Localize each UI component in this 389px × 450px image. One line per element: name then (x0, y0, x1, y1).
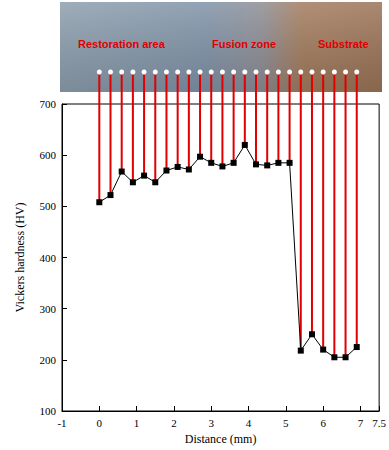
svg-text:400: 400 (40, 252, 57, 264)
svg-text:7: 7 (358, 417, 364, 429)
svg-text:600: 600 (40, 149, 57, 161)
svg-text:Fusion zone: Fusion zone (212, 38, 276, 50)
svg-text:Distance (mm): Distance (mm) (185, 432, 257, 446)
svg-text:7.5: 7.5 (372, 417, 386, 429)
svg-text:5: 5 (283, 417, 289, 429)
svg-text:0: 0 (97, 417, 103, 429)
svg-text:Vickers hardness (HV): Vickers hardness (HV) (13, 203, 27, 313)
svg-text:1: 1 (134, 417, 140, 429)
svg-text:300: 300 (40, 303, 57, 315)
svg-text:6: 6 (320, 417, 326, 429)
svg-text:500: 500 (40, 200, 57, 212)
svg-text:4: 4 (246, 417, 252, 429)
svg-text:2: 2 (171, 417, 177, 429)
svg-text:Substrate: Substrate (318, 38, 369, 50)
svg-text:700: 700 (40, 98, 57, 110)
svg-text:200: 200 (40, 354, 57, 366)
svg-text:Restoration area: Restoration area (78, 38, 166, 50)
svg-text:-1: -1 (57, 417, 66, 429)
svg-text:100: 100 (40, 405, 57, 417)
svg-text:3: 3 (208, 417, 214, 429)
